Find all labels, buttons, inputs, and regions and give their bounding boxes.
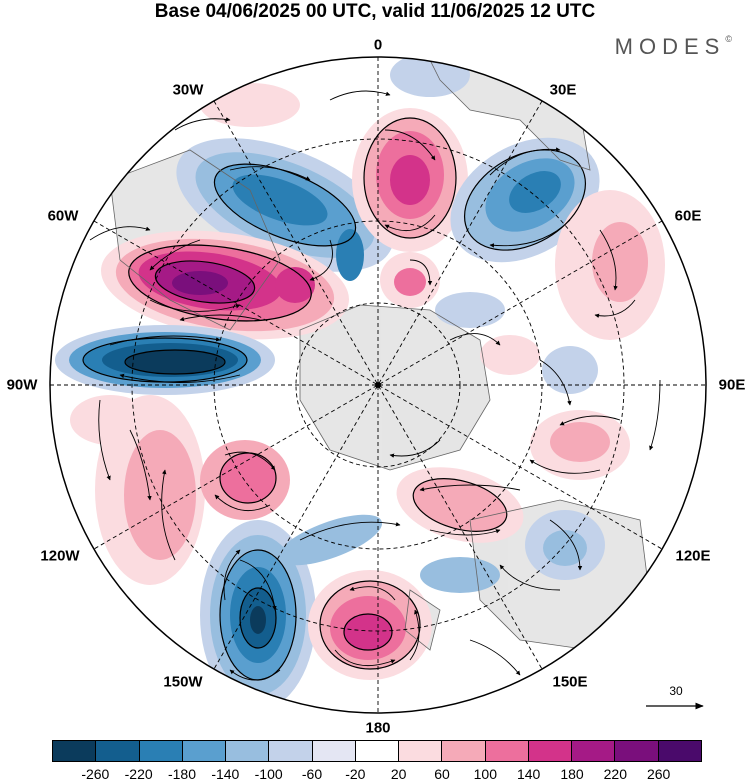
colorbar-segment <box>399 741 443 761</box>
colorbar-segment <box>226 741 270 761</box>
colorbar-segment <box>312 741 356 761</box>
lon-label-60e: 60E <box>674 207 702 225</box>
colorbar-tick-label: 20 <box>390 766 407 782</box>
map-boundary <box>49 56 707 714</box>
lon-label-120w: 120W <box>40 547 80 565</box>
contour-lines <box>82 117 587 681</box>
lon-label-30e: 30E <box>549 81 577 99</box>
lon-label-0: 0 <box>373 36 383 54</box>
lon-label-60w: 60W <box>47 207 79 225</box>
colorbar-tick-label: -140 <box>211 766 240 782</box>
lon-label-30w: 30W <box>172 81 204 99</box>
colorbar-segment <box>355 741 400 761</box>
colorbar-tick-label: -180 <box>167 766 197 782</box>
lon-label-90w: 90W <box>6 376 38 394</box>
colorbar-tick-label: -20 <box>345 766 366 782</box>
colorbar-tick-label: 220 <box>603 766 628 782</box>
colorbar-tick-label: 60 <box>434 766 450 782</box>
lon-label-180: 180 <box>365 719 391 737</box>
colorbar-segment <box>528 741 573 761</box>
lon-label-90e: 90E <box>718 376 746 394</box>
colorbar-segment <box>53 741 97 761</box>
colorbar-segment <box>572 741 616 761</box>
land-antarctica <box>300 305 490 470</box>
anomaly-field <box>55 57 665 710</box>
colorbar-tick-label: -260 <box>81 766 110 782</box>
reference-vector-label: 30 <box>669 684 683 698</box>
colorbar-segment <box>269 741 313 761</box>
colorbar-segment <box>442 741 486 761</box>
modes-logo: MODES© <box>614 34 732 59</box>
map-title: Base 04/06/2025 00 UTC, valid 11/06/2025… <box>154 1 596 22</box>
colorbar-tick-label: -100 <box>254 766 283 782</box>
lon-label-150w: 150W <box>163 673 203 691</box>
colorbar-segment <box>658 741 701 761</box>
colorbar-tick-label: 180 <box>560 766 584 782</box>
colorbar-tick-label: 140 <box>516 766 541 782</box>
colorbar-segment <box>182 741 227 761</box>
colorbar-tick-label: 260 <box>646 766 671 782</box>
colorbar-segment <box>615 741 659 761</box>
lon-label-150e: 150E <box>552 673 588 691</box>
graticule <box>50 57 706 713</box>
colorbar-segment <box>96 741 140 761</box>
colorbar-segment <box>485 741 529 761</box>
colorbar-tick-label: -60 <box>301 766 323 782</box>
colorbar-tick-label: -220 <box>124 766 153 782</box>
colorbar-tick-label: 100 <box>473 766 498 782</box>
colorbar <box>52 740 702 762</box>
colorbar-segment <box>139 741 183 761</box>
lon-label-120e: 120E <box>675 547 711 565</box>
colorbar-labels: -260 -220 -180 -140 -100 -60 -20 20 60 100 140 180 2… <box>52 766 702 783</box>
